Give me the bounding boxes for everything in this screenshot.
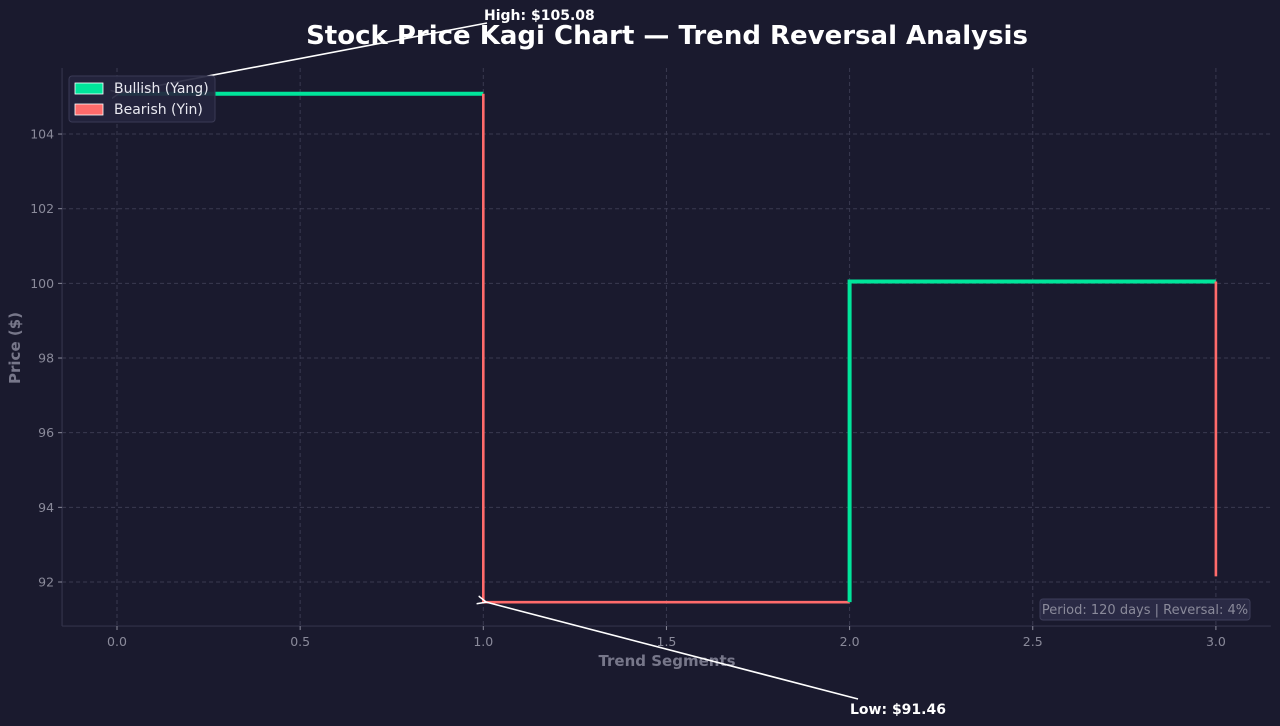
grid-lines [62, 67, 1271, 627]
x-tick-label: 3.0 [1206, 634, 1226, 649]
y-tick-label: 98 [38, 351, 54, 366]
y-tick-label: 92 [38, 575, 54, 590]
legend: Bullish (Yang) Bearish (Yin) [68, 75, 216, 123]
x-tick-label: 2.5 [1023, 634, 1043, 649]
y-tick-label: 96 [38, 425, 54, 440]
y-tick-label: 102 [30, 201, 54, 216]
x-tick-label: 0.0 [107, 634, 127, 649]
bullish-segment [847, 279, 1216, 603]
y-tick-label: 104 [30, 127, 54, 142]
axes-spines [61, 67, 1271, 627]
x-tick-label: 1.0 [473, 634, 493, 649]
legend-swatch-bullish [74, 82, 104, 95]
x-axis-ticks: 0.0 0.5 1.0 1.5 2.0 2.5 3.0 [107, 626, 1226, 649]
info-box: Period: 120 days | Reversal: 4% [1039, 598, 1251, 621]
legend-swatch-bearish [74, 103, 104, 116]
x-tick-label: 0.5 [290, 634, 310, 649]
annotation-arrow [486, 602, 859, 700]
legend-label-bullish: Bullish (Yang) [114, 81, 209, 97]
x-axis-label: Trend Segments [598, 652, 735, 670]
legend-label-bearish: Bearish (Yin) [114, 102, 203, 118]
info-box-text: Period: 120 days | Reversal: 4% [1042, 603, 1248, 618]
x-tick-label: 1.5 [657, 634, 677, 649]
low-annotation: Low: $91.46 [850, 702, 946, 718]
annotations: High: $105.08 Low: $91.46 [120, 8, 946, 718]
high-annotation: High: $105.08 [484, 8, 595, 24]
chart-title: Stock Price Kagi Chart — Trend Reversal … [306, 21, 1028, 51]
y-tick-label: 94 [38, 500, 54, 515]
y-tick-label: 100 [30, 276, 54, 291]
y-axis-ticks: 92 94 96 98 100 102 104 [30, 127, 63, 590]
info-box-background [1039, 598, 1251, 621]
legend-box [68, 75, 216, 123]
x-tick-label: 2.0 [840, 634, 860, 649]
y-axis-label: Price ($) [6, 312, 24, 384]
